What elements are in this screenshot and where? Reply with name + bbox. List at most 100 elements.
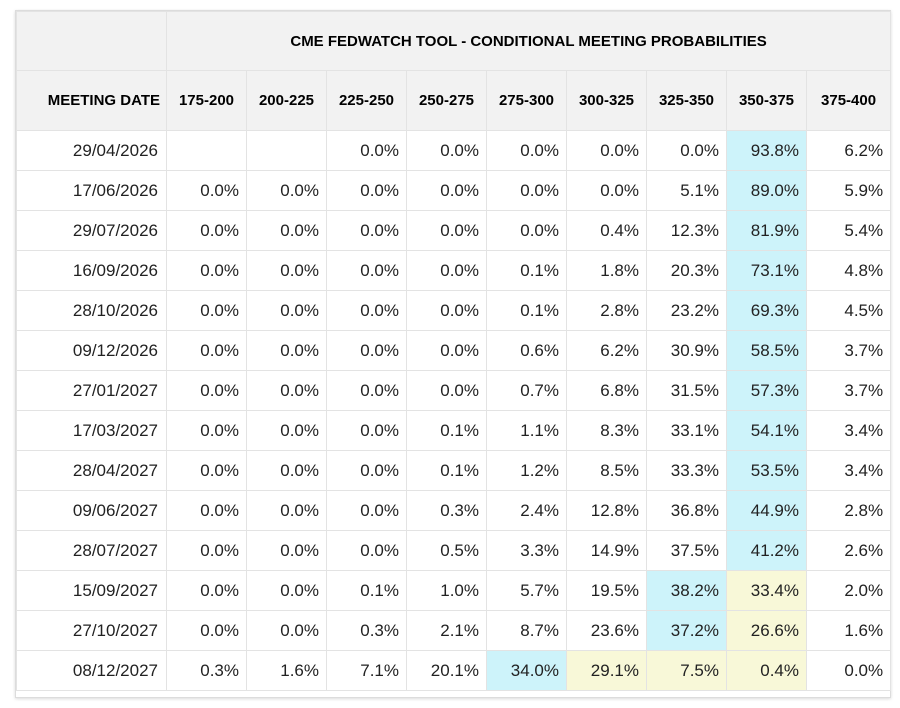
probability-cell: 0.0% — [246, 250, 327, 291]
table-row: 29/04/2026 0.0% 0.0% 0.0% 0.0% 0.0% 93.8% 6.2% — [16, 130, 892, 171]
title-corner-cell — [16, 11, 167, 71]
probability-cell: 0.0% — [246, 290, 327, 331]
probability-cell: 0.0% — [406, 210, 487, 251]
probability-cell: 0.5% — [406, 530, 487, 571]
meeting-date-cell: 16/09/2026 — [16, 250, 167, 291]
probability-cell: 12.3% — [646, 210, 727, 251]
probability-cell: 37.2% — [646, 610, 727, 651]
probability-cell: 0.0% — [246, 210, 327, 251]
probability-cell: 1.6% — [805, 610, 892, 651]
probability-cell: 1.2% — [486, 450, 567, 491]
probability-cell: 0.0% — [166, 330, 247, 371]
probability-cell: 81.9% — [726, 210, 807, 251]
probability-cell: 0.0% — [326, 290, 407, 331]
probability-cell: 41.2% — [726, 530, 807, 571]
probability-cell: 0.0% — [326, 250, 407, 291]
table-title: CME FEDWATCH TOOL - CONDITIONAL MEETING … — [165, 11, 892, 71]
meeting-date-cell: 29/07/2026 — [16, 210, 167, 251]
table-row: 09/12/2026 0.0% 0.0% 0.0% 0.0% 0.6% 6.2% 30.9% 5… — [16, 330, 892, 371]
meeting-date-cell: 28/04/2027 — [16, 450, 167, 491]
probability-cell: 1.0% — [406, 570, 487, 611]
probability-cell: 8.5% — [566, 450, 647, 491]
rate-bin-header: 350-375 — [726, 70, 807, 131]
probability-cell: 0.0% — [246, 370, 327, 411]
probability-cell: 0.0% — [326, 490, 407, 531]
table-row: 27/10/2027 0.0% 0.0% 0.3% 2.1% 8.7% 23.6% 37.2%… — [16, 610, 892, 651]
probability-cell: 89.0% — [726, 170, 807, 211]
probability-cell: 0.1% — [406, 450, 487, 491]
probability-cell: 2.4% — [486, 490, 567, 531]
probability-cell: 3.3% — [486, 530, 567, 571]
probability-cell: 0.0% — [246, 410, 327, 451]
probability-cell: 0.0% — [166, 290, 247, 331]
probability-cell: 0.1% — [486, 250, 567, 291]
probability-cell: 34.0% — [486, 650, 567, 691]
probability-cell: 0.0% — [166, 610, 247, 651]
probability-cell: 0.0% — [246, 490, 327, 531]
probability-cell: 3.7% — [805, 370, 892, 411]
probability-cell: 1.8% — [566, 250, 647, 291]
probability-cell: 58.5% — [726, 330, 807, 371]
probability-cell: 38.2% — [646, 570, 727, 611]
probability-cell: 0.4% — [566, 210, 647, 251]
probability-cell: 3.4% — [805, 450, 892, 491]
rate-bin-header: 200-225 — [246, 70, 327, 131]
probability-cell: 36.8% — [646, 490, 727, 531]
probability-cell: 8.3% — [566, 410, 647, 451]
probability-cell: 0.0% — [246, 330, 327, 371]
probability-cell: 23.6% — [566, 610, 647, 651]
table-row: 08/12/2027 0.3% 1.6% 7.1% 20.1% 34.0% 29.1% 7.5… — [16, 650, 892, 691]
probability-cell — [166, 130, 247, 171]
probability-cell: 0.0% — [166, 250, 247, 291]
probability-cell: 0.0% — [326, 450, 407, 491]
probability-cell: 3.7% — [805, 330, 892, 371]
rate-bin-header: 325-350 — [646, 70, 727, 131]
table-row: 28/04/2027 0.0% 0.0% 0.0% 0.1% 1.2% 8.5% 33.3% 5… — [16, 450, 892, 491]
probability-cell: 0.0% — [326, 530, 407, 571]
probability-cell: 0.0% — [326, 170, 407, 211]
probability-cell: 0.3% — [326, 610, 407, 651]
table-row: 28/10/2026 0.0% 0.0% 0.0% 0.0% 0.1% 2.8% 23.2% 6… — [16, 290, 892, 331]
probability-cell: 33.1% — [646, 410, 727, 451]
probability-cell: 0.0% — [166, 210, 247, 251]
probability-cell: 33.3% — [646, 450, 727, 491]
probability-cell: 30.9% — [646, 330, 727, 371]
probability-cell: 54.1% — [726, 410, 807, 451]
probability-cell: 0.6% — [486, 330, 567, 371]
meeting-date-cell: 29/04/2026 — [16, 130, 167, 171]
probability-cell: 2.8% — [805, 490, 892, 531]
probability-cell: 0.0% — [326, 130, 407, 171]
probability-cell: 7.5% — [646, 650, 727, 691]
probability-cell: 0.0% — [646, 130, 727, 171]
probability-cell: 6.2% — [805, 130, 892, 171]
probability-cell: 0.0% — [166, 570, 247, 611]
probability-cell: 26.6% — [726, 610, 807, 651]
table-row: 17/06/2026 0.0% 0.0% 0.0% 0.0% 0.0% 0.0% 5.1% 89… — [16, 170, 892, 211]
probability-cell: 2.1% — [406, 610, 487, 651]
probability-cell: 0.0% — [406, 170, 487, 211]
table-row: 27/01/2027 0.0% 0.0% 0.0% 0.0% 0.7% 6.8% 31.5% 5… — [16, 370, 892, 411]
probability-cell: 0.0% — [166, 490, 247, 531]
probability-cell: 0.0% — [406, 370, 487, 411]
probability-cell: 19.5% — [566, 570, 647, 611]
probability-cell: 2.0% — [805, 570, 892, 611]
probability-cell: 31.5% — [646, 370, 727, 411]
rate-bin-header: 225-250 — [326, 70, 407, 131]
rate-bin-header: 375-400 — [805, 70, 892, 131]
probability-cell: 37.5% — [646, 530, 727, 571]
probability-cell: 5.9% — [805, 170, 892, 211]
meeting-date-cell: 08/12/2027 — [16, 650, 167, 691]
probability-cell: 0.4% — [726, 650, 807, 691]
probability-cell: 0.0% — [246, 170, 327, 211]
probability-cell: 0.0% — [326, 410, 407, 451]
probability-cell: 4.8% — [805, 250, 892, 291]
table-row: 29/07/2026 0.0% 0.0% 0.0% 0.0% 0.0% 0.4% 12.3% 8… — [16, 210, 892, 251]
meeting-date-cell: 28/10/2026 — [16, 290, 167, 331]
table-row: 15/09/2027 0.0% 0.0% 0.1% 1.0% 5.7% 19.5% 38.2%… — [16, 570, 892, 611]
probability-cell: 73.1% — [726, 250, 807, 291]
probability-cell: 6.2% — [566, 330, 647, 371]
probability-cell: 5.1% — [646, 170, 727, 211]
probability-cell: 12.8% — [566, 490, 647, 531]
rate-bin-header: 250-275 — [406, 70, 487, 131]
probability-cell: 7.1% — [326, 650, 407, 691]
